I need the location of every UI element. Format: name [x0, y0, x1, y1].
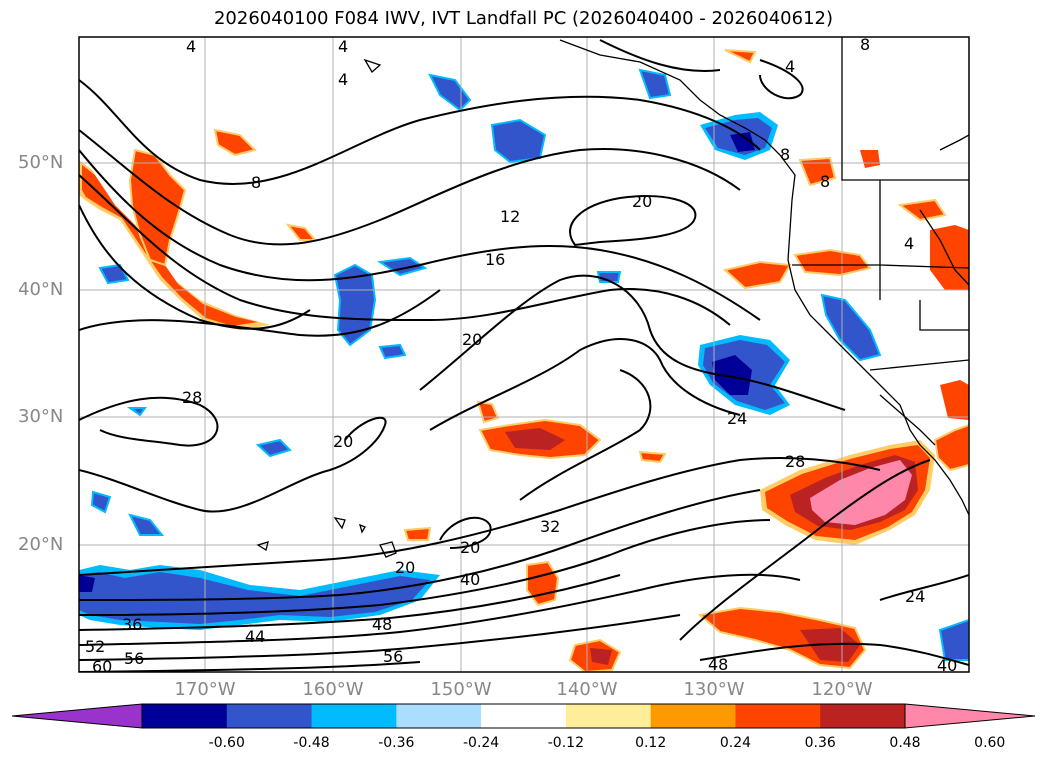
- contour-label: 20: [395, 558, 415, 577]
- contour-label: 8: [251, 173, 261, 192]
- map-title: 2026040100 F084 IWV, IVT Landfall PC (20…: [213, 8, 834, 29]
- contour-label: 16: [485, 250, 505, 269]
- colorbar-cell: [481, 704, 567, 728]
- lon-label-160w: 160°W: [302, 679, 364, 700]
- colorbar-cell: [142, 704, 228, 728]
- colorbar-cell: [565, 704, 652, 728]
- colorbar-tick-label: -0.12: [547, 735, 584, 751]
- contour-label: 36: [122, 615, 142, 634]
- map-figure: 4 4 4 4 4 8 8 8 8 12 16 20 20 20 20 20 2…: [78, 35, 970, 676]
- contour-label: 20: [460, 538, 480, 557]
- lon-label-170w: 170°W: [174, 679, 236, 700]
- contour-label: 40: [460, 570, 480, 589]
- contour-label: 28: [785, 452, 805, 471]
- contour-label: 20: [333, 432, 353, 451]
- contour-label: 24: [727, 409, 747, 428]
- contour-label: 4: [904, 234, 914, 253]
- contour-labels: 4 4 4 4 4 8 8 8 8 12 16 20 20 20 20 20 2…: [85, 35, 957, 676]
- lat-label-50n: 50°N: [18, 152, 64, 173]
- contour-label: 28: [182, 388, 202, 407]
- contour-label: 4: [186, 37, 196, 56]
- contour-label: 52: [85, 637, 105, 656]
- contour-label: 44: [245, 627, 265, 646]
- colorbar-tick-label: 0.24: [719, 735, 752, 751]
- colorbar-cell: [396, 704, 482, 728]
- colorbar-extend-high: [904, 703, 1036, 729]
- lat-label-30n: 30°N: [18, 406, 64, 427]
- contour-label: 60: [92, 657, 112, 676]
- contour-label: 56: [383, 647, 403, 666]
- contour-label: 4: [785, 57, 795, 76]
- coastlines: [256, 37, 969, 558]
- lat-label-20n: 20°N: [18, 534, 64, 555]
- contour-label: 20: [632, 192, 652, 211]
- colorbar-cell: [820, 704, 906, 728]
- contour-label: 8: [860, 35, 870, 54]
- colorbar-cell: [311, 704, 397, 728]
- lon-label-120w: 120°W: [811, 679, 873, 700]
- iwv-contours: [79, 39, 969, 672]
- contour-label: 32: [540, 517, 560, 536]
- contour-label: 56: [124, 649, 144, 668]
- contour-label: 20: [462, 330, 482, 349]
- contour-label: 48: [372, 615, 392, 634]
- colorbar-tick-label: -0.48: [293, 735, 330, 751]
- colorbar-tick-label: 0.36: [804, 735, 836, 751]
- colorbar-tick-label: 0.60: [974, 735, 1006, 751]
- colorbar-cell: [735, 704, 821, 728]
- colorbar-extend-low: [11, 703, 143, 729]
- contour-label: 4: [338, 70, 348, 89]
- colorbar-cell: [650, 704, 736, 728]
- colorbar-tick-label: 0.48: [889, 735, 921, 751]
- contour-label: 4: [338, 37, 348, 56]
- colorbar: [11, 703, 1036, 729]
- colorbar-outline: [141, 703, 906, 729]
- contour-label: 12: [500, 207, 520, 226]
- contour-label: 8: [820, 172, 830, 191]
- colorbar-tick-label: -0.24: [462, 735, 500, 751]
- lat-label-40n: 40°N: [18, 279, 64, 300]
- lon-label-140w: 140°W: [556, 679, 618, 700]
- contour-label: 24: [905, 587, 925, 606]
- positive-anomaly-fill: [79, 49, 969, 672]
- lon-label-130w: 130°W: [683, 679, 745, 700]
- colorbar-tick-label: 0.12: [635, 735, 667, 751]
- colorbar-tick-label: -0.36: [378, 735, 415, 751]
- colorbar-tick-label: -0.60: [208, 735, 245, 751]
- colorbar-cell: [226, 704, 313, 728]
- contour-label: 48: [708, 655, 728, 674]
- contour-label: 40: [937, 656, 957, 675]
- contour-label: 8: [780, 145, 790, 164]
- lon-label-150w: 150°W: [430, 679, 492, 700]
